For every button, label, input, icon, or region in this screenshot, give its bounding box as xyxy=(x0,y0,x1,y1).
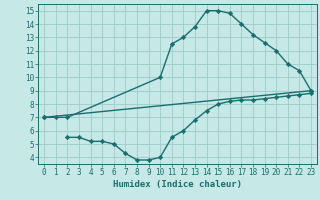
X-axis label: Humidex (Indice chaleur): Humidex (Indice chaleur) xyxy=(113,180,242,189)
